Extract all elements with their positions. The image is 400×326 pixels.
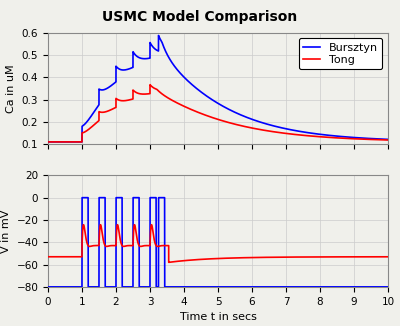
Tong [368, 138, 372, 141]
Bursztyn [60, 140, 64, 144]
Text: USMC Model Comparison: USMC Model Comparison [102, 10, 298, 24]
Bursztyn [212, 99, 217, 103]
Tong [47, 140, 52, 144]
Line: Tong: Tong [48, 85, 388, 142]
Bursztyn [47, 140, 52, 144]
X-axis label: Time t in secs: Time t in secs [180, 312, 256, 322]
Bursztyn [112, 81, 117, 85]
Bursztyn [368, 137, 372, 141]
Y-axis label: Ca in uM: Ca in uM [6, 64, 16, 113]
Tong [212, 116, 217, 120]
Bursztyn [66, 140, 71, 144]
Tong [148, 83, 152, 87]
Tong [112, 106, 117, 110]
Tong [60, 140, 64, 144]
Bursztyn [386, 137, 390, 141]
Tong [46, 140, 50, 144]
Tong [386, 138, 390, 142]
Bursztyn [156, 34, 161, 37]
Legend: Bursztyn, Tong: Bursztyn, Tong [299, 38, 382, 69]
Line: Bursztyn: Bursztyn [48, 36, 388, 142]
Bursztyn [46, 140, 50, 144]
Y-axis label: V in mV: V in mV [1, 209, 11, 253]
Tong [66, 140, 71, 144]
